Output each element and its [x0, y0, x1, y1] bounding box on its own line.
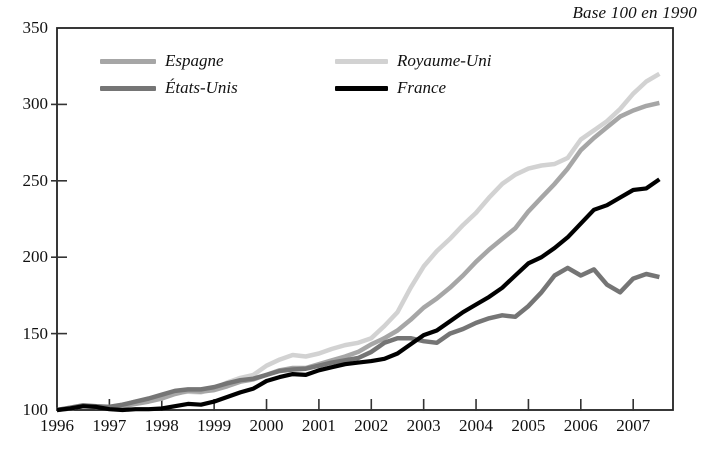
series-line-espagne — [56, 100, 660, 413]
x-axis-label-2004: 2004 — [459, 416, 494, 435]
y-axis-label-250: 250 — [22, 170, 49, 190]
series-line--tats-unis — [56, 265, 660, 413]
x-axis-label-2000: 2000 — [249, 416, 284, 435]
legend-item-espagne: Espagne — [100, 51, 224, 70]
x-axis-label-2003: 2003 — [406, 416, 441, 435]
plot-frame — [56, 27, 674, 411]
legend-swatch-etats-unis — [100, 85, 156, 91]
y-axis-label-300: 300 — [22, 94, 49, 114]
x-axis-label-1997: 1997 — [92, 416, 127, 435]
x-axis-label-2006: 2006 — [563, 416, 598, 435]
legend-label-france: France — [397, 78, 447, 97]
legend-label-royaume-uni: Royaume-Uni — [397, 51, 492, 70]
legend-swatch-royaume-uni — [335, 58, 388, 64]
series-line-france — [56, 177, 661, 413]
x-axis-label-2005: 2005 — [511, 416, 546, 435]
y-axis-label-200: 200 — [22, 247, 49, 267]
y-axis-label-350: 350 — [22, 18, 49, 37]
x-axis-label-2001: 2001 — [301, 416, 336, 435]
x-axis-label-1996: 1996 — [40, 416, 74, 435]
legend-swatch-espagne — [100, 58, 156, 64]
y-axis-label-150: 150 — [22, 323, 49, 343]
x-axis-label-1998: 1998 — [144, 416, 179, 435]
legend-label-espagne: Espagne — [165, 51, 224, 70]
legend-label-etats-unis: États-Unis — [165, 78, 238, 97]
x-axis-label-1999: 1999 — [197, 416, 232, 435]
legend-item-france: France — [335, 78, 447, 97]
legend-item-etats-unis: États-Unis — [100, 78, 238, 97]
y-axis-label-100: 100 — [22, 400, 49, 419]
x-axis-label-2007: 2007 — [616, 416, 651, 435]
legend-swatch-france — [335, 85, 388, 91]
chart-base-note: Base 100 en 1990 — [572, 3, 697, 22]
x-axis-label-2002: 2002 — [354, 416, 389, 435]
legend-item-royaume-uni: Royaume-Uni — [335, 51, 492, 70]
